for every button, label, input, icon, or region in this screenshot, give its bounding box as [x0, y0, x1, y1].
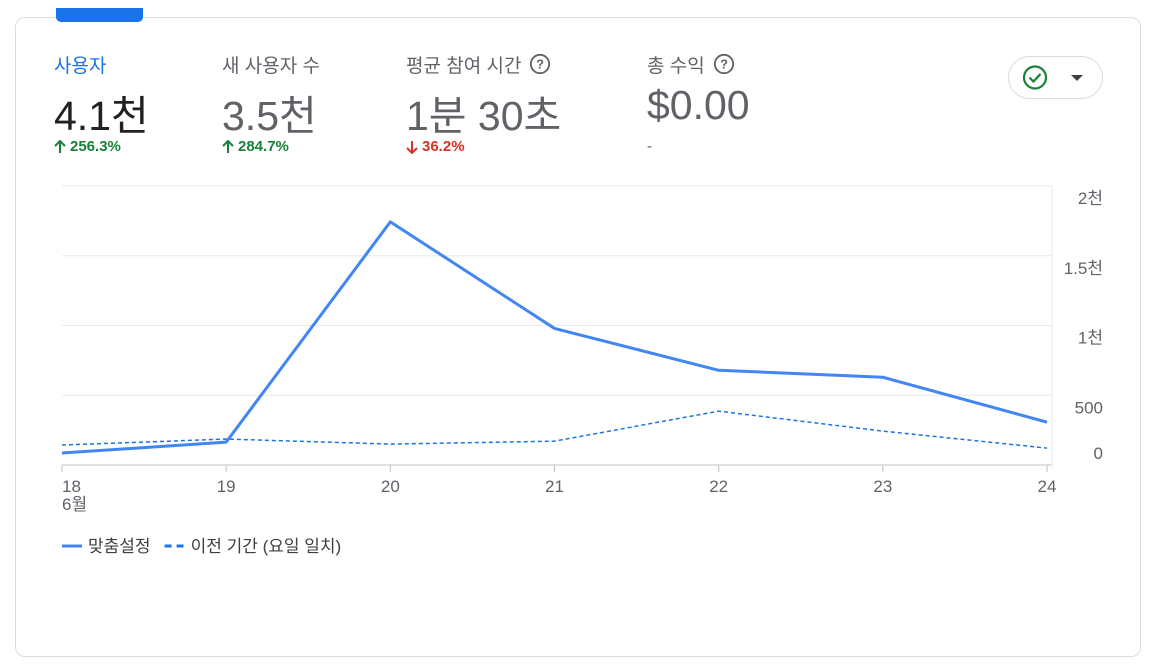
arrow-down	[406, 140, 418, 154]
metric-value: 1분 30초	[406, 93, 562, 139]
metric-label: 사용자	[54, 55, 107, 77]
metric-value: 3.5천	[222, 93, 317, 139]
help-icon[interactable]: ?	[529, 53, 551, 75]
active-tab-indicator	[56, 8, 143, 22]
metric-change: 284.7%	[222, 138, 320, 155]
arrow-up	[222, 139, 234, 153]
metric-label: 새 사용자 수	[222, 55, 320, 77]
svg-text:?: ?	[720, 57, 728, 72]
change-value: 284.7%	[238, 138, 289, 155]
status-dropdown[interactable]	[1008, 56, 1103, 99]
metric-change: 256.3%	[54, 138, 149, 155]
metric-value: $0.00	[647, 82, 750, 128]
svg-text:?: ?	[537, 57, 545, 72]
change-value: 256.3%	[70, 138, 121, 155]
change-value: 36.2%	[422, 138, 465, 155]
arrow-up	[54, 139, 66, 153]
label-text: 평균 참여 시간	[406, 55, 522, 77]
help-icon[interactable]: ?	[713, 53, 735, 75]
metric[interactable]: 새 사용자 수 3.5천 284.7%	[222, 50, 320, 156]
metric-change: -	[647, 138, 750, 155]
label-text: 총 수익	[647, 55, 705, 77]
metric[interactable]: 사용자 4.1천 256.3%	[54, 50, 149, 156]
card	[15, 17, 1141, 657]
metric[interactable]: 평균 참여 시간? 1분 30초 36.2%	[406, 50, 561, 155]
metric[interactable]: 총 수익? $0.00 -	[647, 50, 750, 155]
change-value: -	[647, 138, 652, 155]
status-icons	[1022, 65, 1083, 90]
metric-value: 4.1천	[54, 93, 149, 139]
metric-label: 평균 참여 시간?	[406, 50, 561, 78]
metric-label: 총 수익?	[647, 50, 750, 78]
metric-change: 36.2%	[406, 138, 561, 155]
